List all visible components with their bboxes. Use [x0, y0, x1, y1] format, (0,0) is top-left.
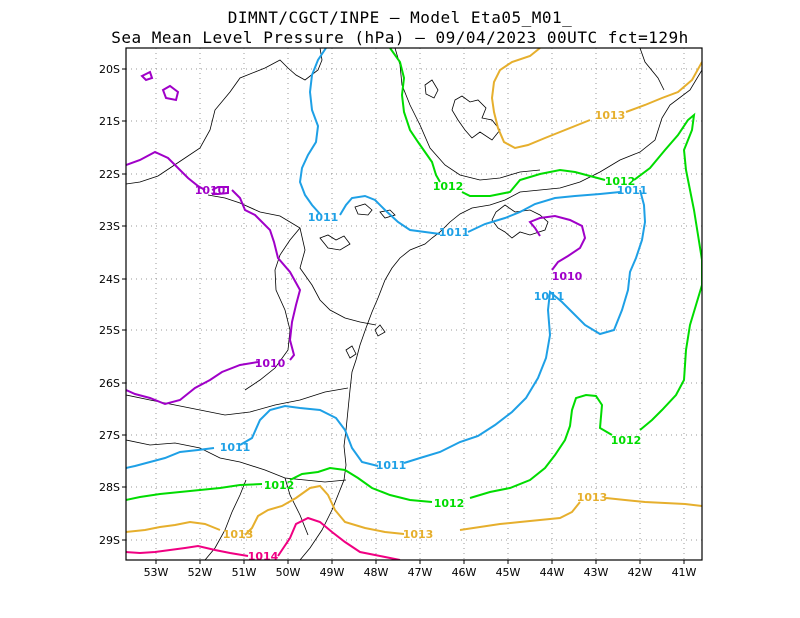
contour-1012 — [126, 48, 702, 503]
lon-tick-label: 46W — [452, 566, 477, 579]
coastline — [299, 69, 702, 560]
contour-label-1012: 1012 — [611, 434, 642, 447]
contour-label-1010: 1010 — [255, 357, 286, 370]
contour-1010 — [126, 70, 587, 406]
contour-label-1011: 1011 — [220, 441, 251, 454]
contour-label-1011: 1011 — [308, 211, 339, 224]
state-line — [394, 48, 541, 181]
state-line — [126, 439, 347, 483]
contour-label-1012: 1012 — [434, 497, 465, 510]
contour-label-1011: 1011 — [617, 184, 648, 197]
state-line — [284, 477, 309, 536]
lon-tick-label: 51W — [232, 566, 257, 579]
contour-label-1013: 1013 — [577, 491, 608, 504]
contour-label-1010: 1010 — [195, 184, 226, 197]
lat-tick-label: 28S — [99, 481, 120, 494]
lon-tick-labels: 53W 52W 51W 50W 49W 48W 47W 46W 45W 44W … — [144, 566, 697, 579]
state-line — [244, 227, 301, 391]
state-line — [207, 194, 377, 326]
contour-label-1014: 1014 — [248, 550, 279, 563]
grid-lines — [126, 48, 702, 560]
lon-tick-label: 44W — [540, 566, 565, 579]
lat-tick-labels: 20S 21S 22S 23S 24S 25S 26S 27S 28S 29S — [99, 63, 120, 547]
contour-label-1012: 1012 — [264, 479, 295, 492]
lon-tick-label: 43W — [584, 566, 609, 579]
lon-tick-label: 53W — [144, 566, 169, 579]
boundaries — [126, 48, 702, 560]
lon-tick-label: 48W — [364, 566, 389, 579]
state-line — [126, 48, 323, 185]
lat-tick-label: 21S — [99, 115, 120, 128]
lat-tick-label: 20S — [99, 63, 120, 76]
contour-label-1011: 1011 — [376, 459, 407, 472]
lat-tick-label: 26S — [99, 377, 120, 390]
contour-label-1013: 1013 — [403, 528, 434, 541]
state-line — [204, 479, 247, 560]
tick-marks — [122, 68, 685, 564]
lat-tick-label: 29S — [99, 534, 120, 547]
lon-tick-label: 45W — [496, 566, 521, 579]
contour-labels: 1010101010101011101110111011101110111012… — [195, 109, 648, 563]
contour-label-1011: 1011 — [439, 226, 470, 239]
lon-tick-label: 52W — [188, 566, 213, 579]
lon-tick-label: 49W — [320, 566, 345, 579]
lat-tick-label: 23S — [99, 220, 120, 233]
contour-label-1012: 1012 — [433, 180, 464, 193]
map-title: DIMNT/CGCT/INPE – Model Eta05_M01_ — [227, 8, 573, 27]
plot-frame — [125, 47, 703, 561]
lat-tick-label: 22S — [99, 168, 120, 181]
lat-tick-label: 25S — [99, 324, 120, 337]
map-subtitle: Sea Mean Level Pressure (hPa) – 09/04/20… — [111, 28, 689, 47]
contour-1011 — [126, 48, 647, 469]
contour-1014 — [126, 516, 401, 560]
lon-tick-label: 47W — [408, 566, 433, 579]
contour-label-1012: 1012 — [605, 175, 636, 188]
contour-label-1013: 1013 — [223, 528, 254, 541]
contour-label-1011: 1011 — [534, 290, 565, 303]
contour-label-1013: 1013 — [595, 109, 626, 122]
lon-tick-label: 50W — [276, 566, 301, 579]
lat-tick-label: 27S — [99, 429, 120, 442]
lon-tick-label: 41W — [672, 566, 697, 579]
contour-label-1010: 1010 — [552, 270, 583, 283]
contour-1013 — [126, 48, 702, 536]
lat-tick-label: 24S — [99, 273, 120, 286]
lon-tick-label: 42W — [628, 566, 653, 579]
state-line — [639, 48, 665, 91]
